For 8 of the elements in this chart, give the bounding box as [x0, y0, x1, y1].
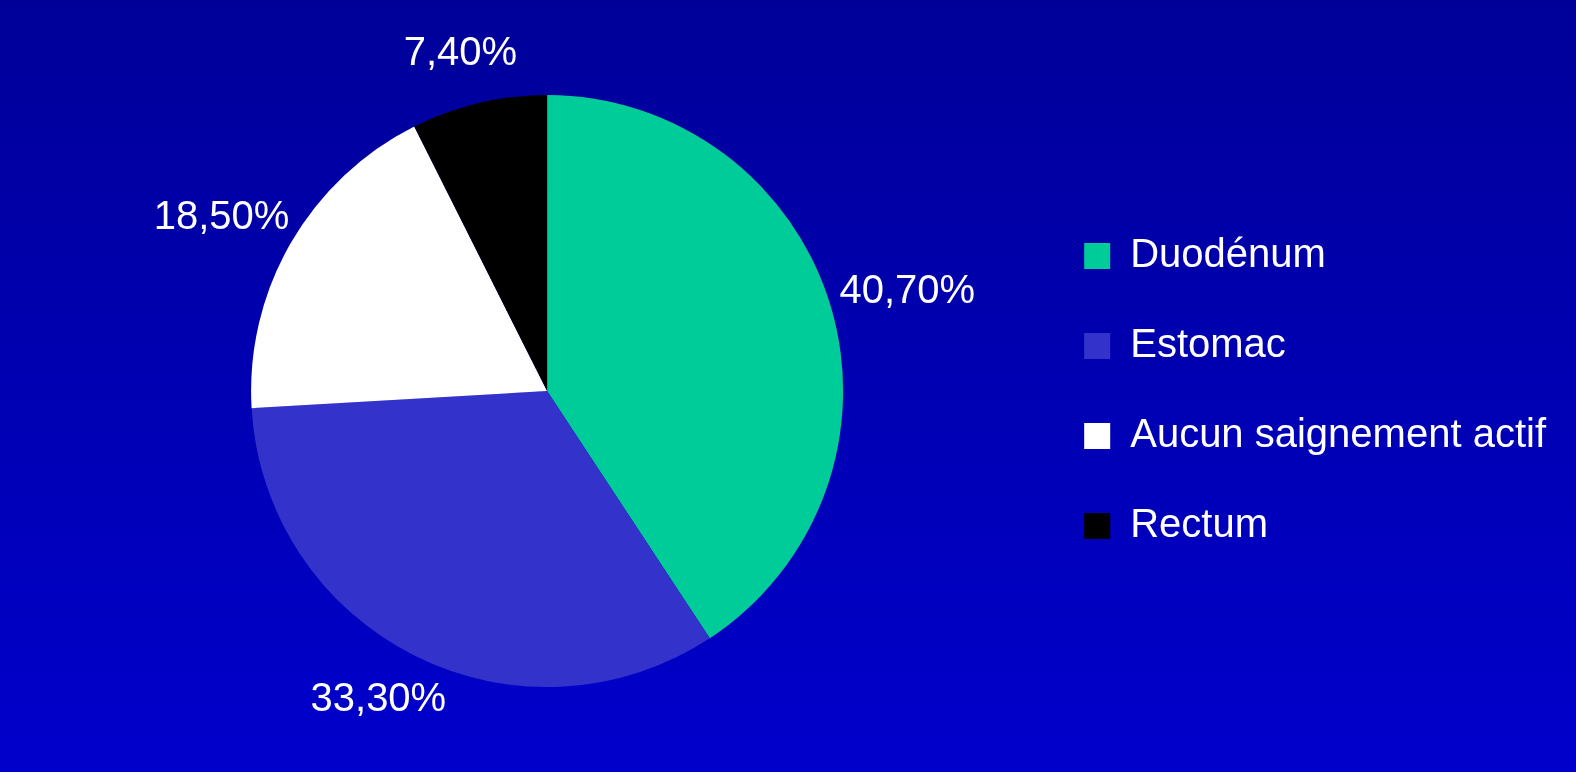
- data-label: 33,30%: [310, 675, 447, 720]
- legend-label: Duodénum: [1130, 231, 1326, 276]
- legend-label: Estomac: [1130, 321, 1286, 366]
- legend-label: Aucun saignement actif: [1130, 411, 1547, 456]
- legend-label: Rectum: [1130, 501, 1269, 546]
- data-label: 40,70%: [839, 266, 976, 311]
- data-label: 7,40%: [403, 29, 518, 74]
- data-label: 18,50%: [153, 193, 290, 238]
